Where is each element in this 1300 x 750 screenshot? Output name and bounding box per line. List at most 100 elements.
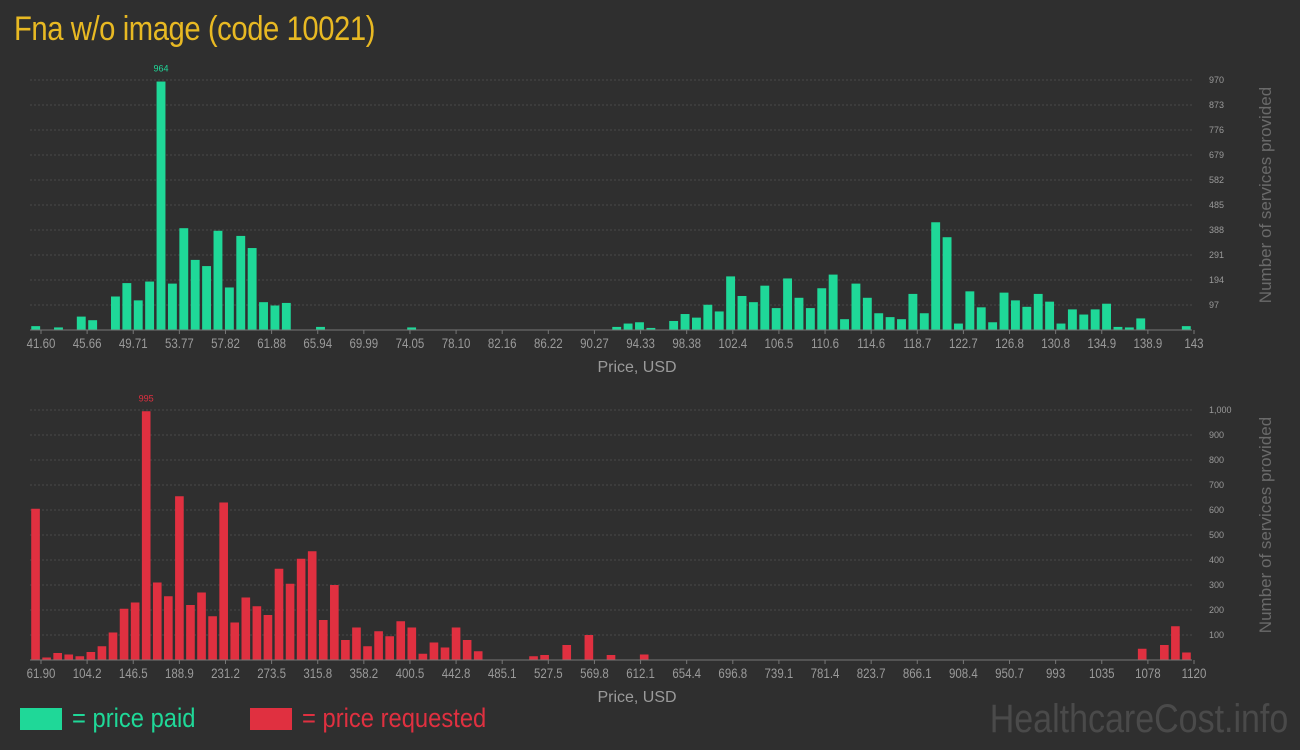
bar (748, 302, 758, 330)
bar (224, 287, 234, 330)
bar (1181, 326, 1191, 330)
legend-label-paid: = price paid (72, 703, 196, 733)
bar (606, 655, 616, 660)
bar (86, 652, 96, 660)
x-tick-label: 126.8 (995, 335, 1024, 351)
x-tick-label: 273.5 (257, 665, 286, 681)
x-tick-label: 114.6 (857, 335, 885, 351)
legend-label-requested: = price requested (302, 703, 487, 733)
bar (999, 292, 1009, 330)
bar (252, 606, 262, 660)
x-tick-label: 74.05 (396, 335, 425, 351)
bar (691, 317, 701, 330)
price-requested-chart: 100 200 300 400 500 600 700 800 900 1,000 995 61.90… (27, 393, 1275, 706)
bar (31, 508, 40, 660)
bar (1056, 323, 1066, 330)
bar (122, 283, 132, 330)
x-tick-label: 231.2 (211, 665, 240, 681)
y-tick-label: 582 (1209, 175, 1224, 185)
bar (954, 323, 963, 330)
y-tick-label: 388 (1209, 225, 1224, 235)
bar (152, 582, 162, 660)
bar (186, 605, 195, 660)
bar (440, 647, 450, 660)
bar (418, 653, 428, 660)
y-tick-label: 873 (1209, 100, 1224, 110)
bar (429, 642, 439, 660)
y-tick-label: 400 (1209, 555, 1224, 565)
x-tick-label: 781.4 (811, 665, 840, 681)
x-tick-label: 138.9 (1134, 335, 1163, 351)
x-tick-label: 315.8 (303, 665, 332, 681)
x-tick-label: 118.7 (903, 335, 931, 351)
bar (562, 645, 572, 660)
bar (352, 627, 361, 660)
x-tick-label: 485.1 (488, 665, 517, 681)
y-tick-label: 485 (1209, 200, 1224, 210)
bar (407, 327, 417, 330)
bar (760, 285, 770, 330)
bar (635, 322, 644, 330)
y-tick-label: 200 (1209, 605, 1224, 615)
legend-price-paid: = price paid (20, 703, 212, 734)
y-tick-label: 500 (1209, 530, 1224, 540)
x-tick-label: 134.9 (1087, 335, 1116, 351)
bar (771, 308, 781, 330)
bar (202, 266, 212, 330)
x-tick-label: 823.7 (857, 665, 886, 681)
x-tick-label: 41.60 (27, 335, 56, 351)
bar (646, 327, 656, 330)
bar (1124, 327, 1134, 330)
bar (1171, 626, 1180, 660)
x-tick-label: 82.16 (488, 335, 517, 351)
x-tick-label: 612.1 (626, 665, 655, 681)
y-tick-label: 1,000 (1209, 405, 1232, 415)
bar (942, 237, 952, 330)
bar (897, 319, 906, 330)
bar (179, 228, 189, 330)
bar (862, 297, 872, 330)
bar (263, 615, 273, 660)
bar (451, 627, 461, 660)
x-tick-label: 57.82 (211, 335, 240, 351)
bar (396, 621, 406, 660)
y-axis-title: Number of services provided (1256, 87, 1275, 303)
x-tick-label: 110.6 (811, 335, 839, 351)
bar (680, 314, 690, 330)
bar (167, 283, 177, 330)
x-tick-label: 908.4 (949, 665, 978, 681)
bar (54, 327, 63, 330)
bar (840, 319, 849, 330)
y-tick-label: 100 (1209, 630, 1224, 640)
x-tick-label: 45.66 (73, 335, 102, 351)
x-tick-label: 143 (1184, 335, 1203, 351)
x-axis-title: Price, USD (597, 359, 676, 376)
bar (374, 631, 383, 660)
y-tick-label: 600 (1209, 505, 1224, 515)
bar (164, 596, 173, 660)
bar (119, 608, 129, 660)
bar (318, 620, 328, 660)
bar (241, 597, 251, 660)
bar (737, 295, 747, 330)
x-tick-label: 122.7 (949, 335, 978, 351)
bar (828, 274, 838, 330)
bar (97, 646, 107, 660)
x-tick-label: 49.71 (119, 335, 148, 351)
bar (208, 616, 217, 660)
bar (783, 278, 793, 330)
bar (64, 654, 74, 660)
y-tick-label: 800 (1209, 455, 1224, 465)
bar (462, 640, 472, 660)
bar (110, 296, 120, 330)
x-tick-label: 98.38 (672, 335, 701, 351)
bar (42, 657, 51, 660)
bar (1136, 318, 1146, 330)
bar (540, 655, 549, 660)
y-tick-label: 900 (1209, 430, 1224, 440)
bar (529, 656, 538, 660)
bar (236, 235, 246, 330)
y-tick-label: 679 (1209, 150, 1224, 160)
x-tick-label: 993 (1046, 665, 1065, 681)
y-tick-label: 776 (1209, 125, 1224, 135)
